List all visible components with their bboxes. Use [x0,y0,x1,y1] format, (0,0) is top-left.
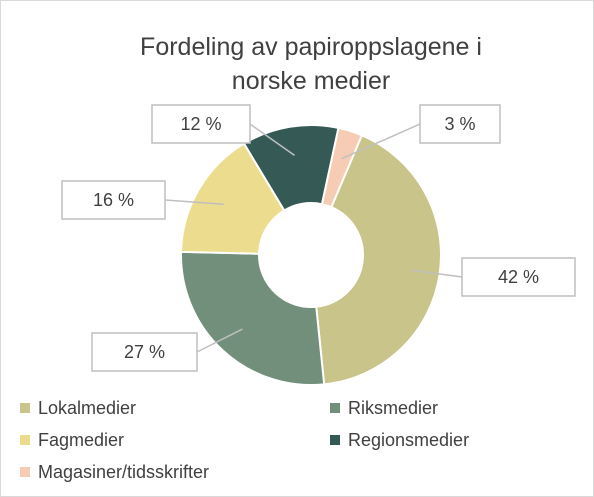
leader-line [341,123,421,160]
legend-swatch [20,467,30,477]
leader-line [164,199,224,205]
label-box [461,257,576,297]
data-label: 27 % [124,342,165,362]
legend-label: Fagmedier [38,430,124,450]
donut-slice [180,142,286,255]
donut-slice [315,134,442,386]
chart-title: Fordeling av papiroppslagene i norske me… [140,33,482,95]
data-label: 42 % [498,267,539,287]
leader-line [410,269,463,278]
donut-slice [180,250,326,386]
data-label: 16 % [93,190,134,210]
data-label: 3 % [444,114,475,134]
legend-label: Magasiner/tidsskrifter [38,462,209,482]
legend-label: Regionsmedier [348,430,469,450]
legend-swatch [330,435,340,445]
data-label: 12 % [180,114,221,134]
leader-line [249,123,295,156]
label-box [91,332,198,372]
donut-slice [320,126,364,209]
label-box [61,180,166,220]
label-box [419,104,501,144]
leader-line [196,328,243,353]
legend-swatch [20,435,30,445]
legend-swatch [330,403,340,413]
legend-label: Riksmedier [348,398,438,418]
label-box [151,104,251,144]
legend-swatch [20,403,30,413]
legend-label: Lokalmedier [38,398,136,418]
